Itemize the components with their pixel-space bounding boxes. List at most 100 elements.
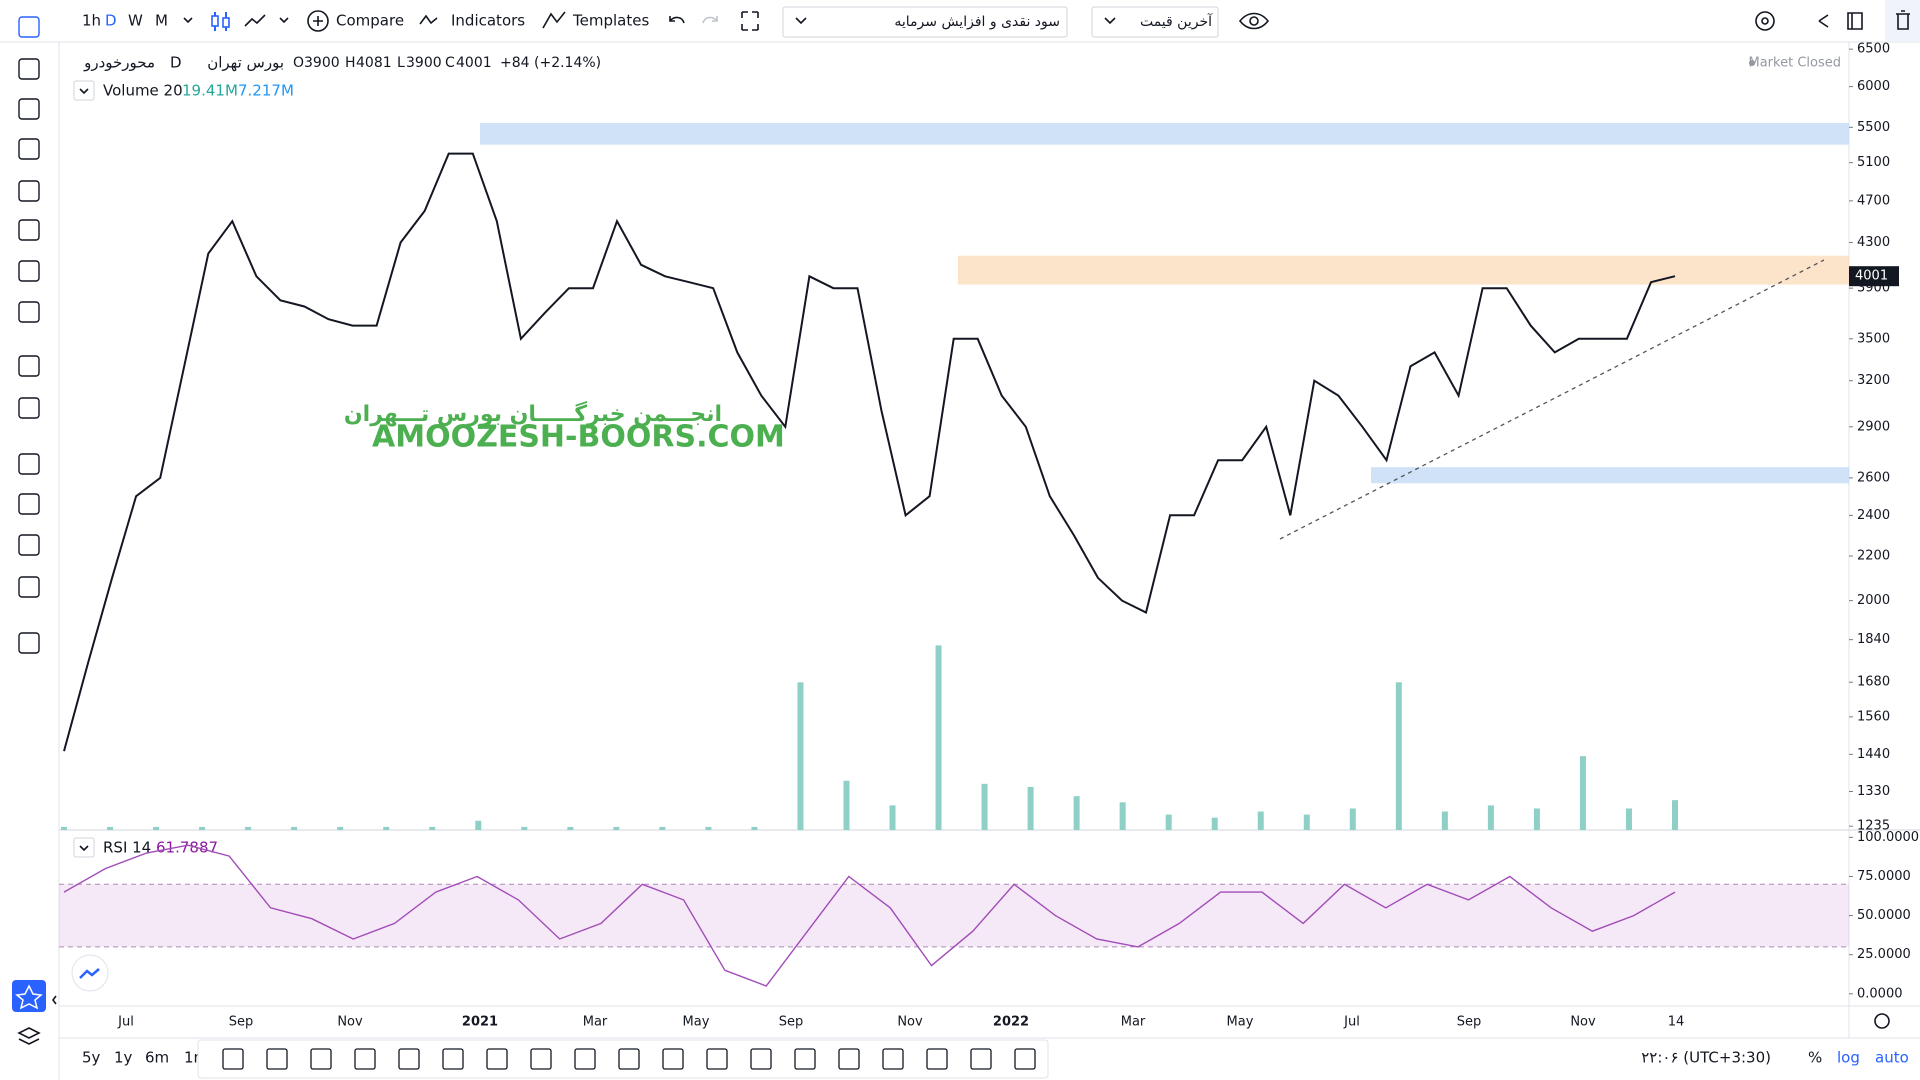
tool-button[interactable] xyxy=(18,98,40,120)
drawing-tool[interactable] xyxy=(926,1048,948,1070)
chart-type-button[interactable] xyxy=(211,12,230,31)
templates-icon[interactable] xyxy=(542,11,566,29)
watermark: انجـــمن خبرگـــــان بورس تـــهران xyxy=(344,400,722,427)
eye-button[interactable] xyxy=(1238,12,1270,30)
exchange: بورس تهران xyxy=(207,54,284,72)
y-tick-label: 3500 xyxy=(1857,331,1890,346)
drawing-tool[interactable] xyxy=(838,1048,860,1070)
tool-button[interactable] xyxy=(18,219,40,241)
ohlc-label: C xyxy=(445,55,455,71)
drawing-tool[interactable] xyxy=(310,1048,332,1070)
compare-icon[interactable] xyxy=(307,10,329,32)
range-button[interactable]: 5y xyxy=(82,1049,101,1067)
snapshot-button[interactable] xyxy=(1847,12,1863,30)
line-style-button[interactable] xyxy=(244,14,266,27)
symbol-name: محورخودرو xyxy=(83,54,155,72)
templates-button[interactable]: Templates xyxy=(572,12,649,30)
auto-button[interactable]: auto xyxy=(1875,1049,1909,1067)
x-tick-label: Sep xyxy=(1457,1015,1482,1030)
volume-bar xyxy=(337,826,344,830)
dropdown-arrow[interactable] xyxy=(183,17,193,24)
trash-button[interactable] xyxy=(1896,10,1910,30)
drawing-tool[interactable] xyxy=(574,1048,596,1070)
y-tick-label: 6000 xyxy=(1857,79,1890,94)
tool-button[interactable] xyxy=(18,355,40,377)
percent-button[interactable]: % xyxy=(1808,1049,1822,1067)
drawing-tool[interactable] xyxy=(442,1048,464,1070)
x-tick-label: 14 xyxy=(1668,1015,1685,1030)
ohlc-label: O xyxy=(293,55,304,71)
drawing-tool[interactable] xyxy=(530,1048,552,1070)
volume-bar xyxy=(797,682,804,830)
redo[interactable] xyxy=(702,16,718,24)
x-tick-label: Nov xyxy=(1570,1015,1596,1030)
volume-bar xyxy=(245,826,252,830)
interval[interactable]: W xyxy=(128,12,143,30)
volume-bar xyxy=(61,826,67,830)
chevron xyxy=(79,845,89,852)
change: +84 (+2.14%) xyxy=(500,55,601,71)
drawing-tool[interactable] xyxy=(1014,1048,1036,1070)
drawing-tool[interactable] xyxy=(794,1048,816,1070)
drawing-tool[interactable] xyxy=(486,1048,508,1070)
search-box[interactable] xyxy=(782,6,1068,38)
y-tick-label: 1330 xyxy=(1857,784,1890,799)
tool-button[interactable] xyxy=(18,493,40,515)
left-toolbar xyxy=(18,16,40,654)
volume-bar xyxy=(843,780,850,830)
collapse-button[interactable] xyxy=(73,80,95,101)
tool-button[interactable] xyxy=(18,576,40,598)
drawing-tool[interactable] xyxy=(222,1048,244,1070)
tool-button[interactable] xyxy=(18,301,40,323)
volume-bar xyxy=(935,645,942,830)
tool-button[interactable] xyxy=(18,534,40,556)
drawing-tool[interactable] xyxy=(750,1048,772,1070)
indicators-icon[interactable] xyxy=(419,14,438,25)
log-button[interactable]: log xyxy=(1837,1049,1860,1067)
volume-bar xyxy=(521,826,528,830)
tool-button[interactable] xyxy=(18,16,40,38)
drawing-tool[interactable] xyxy=(970,1048,992,1070)
tool-button[interactable] xyxy=(18,453,40,475)
collapse-arrow[interactable] xyxy=(52,995,57,1005)
drawing-tool[interactable] xyxy=(354,1048,376,1070)
price-source-box[interactable] xyxy=(1091,6,1219,38)
drawing-tool[interactable] xyxy=(618,1048,640,1070)
y-tick-label: 4700 xyxy=(1857,193,1890,208)
interval[interactable]: 1h xyxy=(82,12,101,30)
y-tick-label: 0.0000 xyxy=(1857,986,1903,1001)
favorites-button[interactable] xyxy=(12,980,46,1012)
zone xyxy=(1371,467,1849,484)
range-button[interactable]: 6m xyxy=(145,1049,169,1067)
tool-button[interactable] xyxy=(18,397,40,419)
collapse-button[interactable] xyxy=(73,837,95,858)
share-button[interactable] xyxy=(1818,14,1829,28)
x-tick-label: Mar xyxy=(1121,1015,1146,1030)
layers-button[interactable] xyxy=(17,1027,41,1045)
interval[interactable]: M xyxy=(155,12,168,30)
dropdown-arrow[interactable] xyxy=(279,17,289,24)
drawing-tool[interactable] xyxy=(398,1048,420,1070)
tool-button[interactable] xyxy=(18,632,40,654)
volume-bar xyxy=(1349,808,1356,830)
interval[interactable]: D xyxy=(105,12,117,30)
tool-button[interactable] xyxy=(18,180,40,202)
tool-button[interactable] xyxy=(18,260,40,282)
settings-button[interactable] xyxy=(1755,11,1775,31)
tool-button[interactable] xyxy=(18,138,40,160)
drawing-tool[interactable] xyxy=(266,1048,288,1070)
volume-bar xyxy=(567,826,574,830)
undo[interactable] xyxy=(669,16,685,24)
drawing-tool[interactable] xyxy=(662,1048,684,1070)
drawing-tool[interactable] xyxy=(706,1048,728,1070)
tool-button[interactable] xyxy=(18,58,40,80)
indicators-button[interactable]: Indicators xyxy=(451,12,525,30)
y-tick-label: 25.0000 xyxy=(1857,947,1911,962)
compare-button[interactable]: Compare xyxy=(336,12,404,30)
range-button[interactable]: 1y xyxy=(114,1049,133,1067)
y-tick-label: 5100 xyxy=(1857,155,1890,170)
fullscreen[interactable] xyxy=(741,11,759,31)
drawing-tool[interactable] xyxy=(882,1048,904,1070)
axis-settings[interactable] xyxy=(1874,1013,1890,1029)
clock: ۲۲:۰۶ (UTC+3:30) xyxy=(1641,1049,1771,1067)
